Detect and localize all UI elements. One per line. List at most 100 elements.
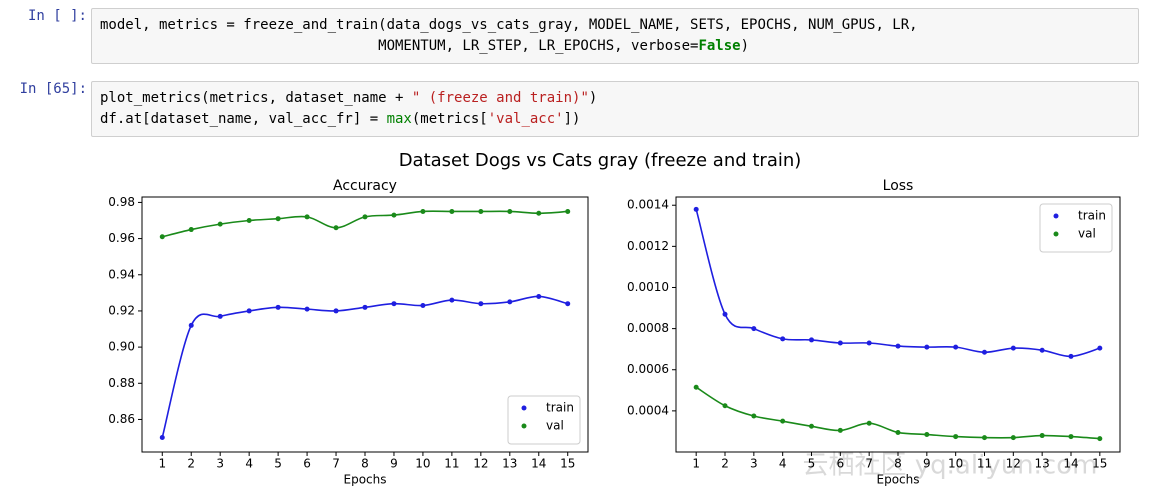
data-point (1068, 434, 1074, 440)
x-tick-label: 4 (779, 457, 787, 471)
data-point (391, 301, 397, 307)
data-point (275, 304, 281, 310)
x-tick-label: 15 (1092, 457, 1107, 471)
data-point (217, 313, 223, 319)
y-tick-label: 0.96 (108, 231, 135, 245)
data-point (565, 208, 571, 214)
x-tick-label: 14 (1063, 457, 1078, 471)
data-point (420, 208, 426, 214)
data-point (333, 225, 339, 231)
x-tick-label: 13 (502, 457, 517, 471)
x-tick-label: 5 (808, 457, 816, 471)
legend-marker (521, 405, 527, 411)
data-point (1068, 353, 1074, 359)
chart-title: Loss (883, 178, 914, 194)
legend-label: train (546, 401, 574, 415)
data-point (837, 427, 843, 433)
code-line: model, metrics = freeze_and_train(data_d… (100, 17, 918, 33)
data-point (159, 435, 165, 441)
data-point (809, 337, 815, 343)
y-tick-label: 0.0004 (627, 403, 669, 417)
x-tick-label: 4 (245, 457, 253, 471)
x-tick-label: 9 (923, 457, 931, 471)
data-point (275, 216, 281, 222)
data-point (780, 336, 786, 342)
x-tick-label: 11 (444, 457, 459, 471)
code-line: df.at[dataset_name, val_acc_fr] = max(me… (100, 111, 581, 127)
plot-frame (141, 196, 589, 453)
y-tick-label: 0.92 (108, 303, 135, 317)
legend-marker (1053, 231, 1059, 237)
data-point (304, 214, 310, 220)
data-point (420, 303, 426, 309)
code-box[interactable]: plot_metrics(metrics, dataset_name + " (… (91, 81, 1139, 137)
data-point (924, 432, 930, 438)
y-tick-label: 0.90 (108, 340, 135, 354)
data-point (391, 212, 397, 218)
data-point (1097, 345, 1103, 351)
x-tick-label: 14 (531, 457, 546, 471)
data-point (866, 420, 872, 426)
x-tick-label: 10 (415, 457, 430, 471)
data-point (507, 299, 513, 305)
data-point (246, 218, 252, 224)
legend-label: val (1078, 227, 1096, 241)
data-point (1097, 436, 1103, 442)
data-point (981, 349, 987, 355)
x-tick-label: 2 (187, 457, 195, 471)
x-tick-label: 6 (837, 457, 845, 471)
data-point (895, 343, 901, 349)
x-tick-label: 15 (560, 457, 575, 471)
data-point (981, 435, 987, 441)
x-tick-label: 10 (948, 457, 963, 471)
x-tick-label: 6 (303, 457, 311, 471)
series-line (695, 209, 1101, 358)
y-tick-label: 0.0014 (627, 198, 669, 212)
data-point (1039, 433, 1045, 439)
series-line (161, 295, 568, 438)
data-point (693, 384, 699, 390)
x-tick-label: 3 (750, 457, 758, 471)
data-point (837, 340, 843, 346)
data-point (751, 413, 757, 419)
code-box[interactable]: model, metrics = freeze_and_train(data_d… (91, 8, 1139, 64)
data-point (188, 227, 194, 233)
legend-marker (521, 423, 527, 429)
data-point (722, 403, 728, 409)
y-tick-label: 0.0008 (627, 321, 669, 335)
figure-title: Dataset Dogs vs Cats gray (freeze and tr… (399, 150, 802, 171)
data-point (1010, 435, 1016, 441)
data-point (751, 326, 757, 332)
data-point (507, 208, 513, 214)
data-point (924, 344, 930, 350)
x-tick-label: 7 (332, 457, 340, 471)
data-point (866, 340, 872, 346)
y-tick-label: 0.94 (108, 267, 135, 281)
x-tick-label: 8 (894, 457, 902, 471)
x-axis-label: Epochs (344, 473, 387, 487)
data-point (362, 304, 368, 310)
data-point (478, 301, 484, 307)
y-tick-label: 0.98 (108, 195, 135, 209)
x-tick-label: 1 (692, 457, 700, 471)
data-point (159, 234, 165, 240)
data-point (449, 208, 455, 214)
code-line: MOMENTUM, LR_STEP, LR_EPOCHS, verbose=Fa… (100, 38, 750, 54)
data-point (217, 221, 223, 227)
data-point (362, 214, 368, 220)
x-tick-label: 12 (1006, 457, 1021, 471)
legend-label: val (546, 419, 564, 433)
x-tick-label: 3 (216, 457, 224, 471)
x-tick-label: 9 (390, 457, 398, 471)
data-point (693, 206, 699, 212)
x-tick-label: 13 (1035, 457, 1050, 471)
data-point (536, 210, 542, 216)
legend-marker (1053, 213, 1059, 219)
x-tick-label: 8 (361, 457, 369, 471)
y-tick-label: 0.0010 (627, 280, 669, 294)
data-point (333, 308, 339, 314)
x-tick-label: 5 (274, 457, 282, 471)
data-point (953, 344, 959, 350)
x-tick-label: 2 (721, 457, 729, 471)
